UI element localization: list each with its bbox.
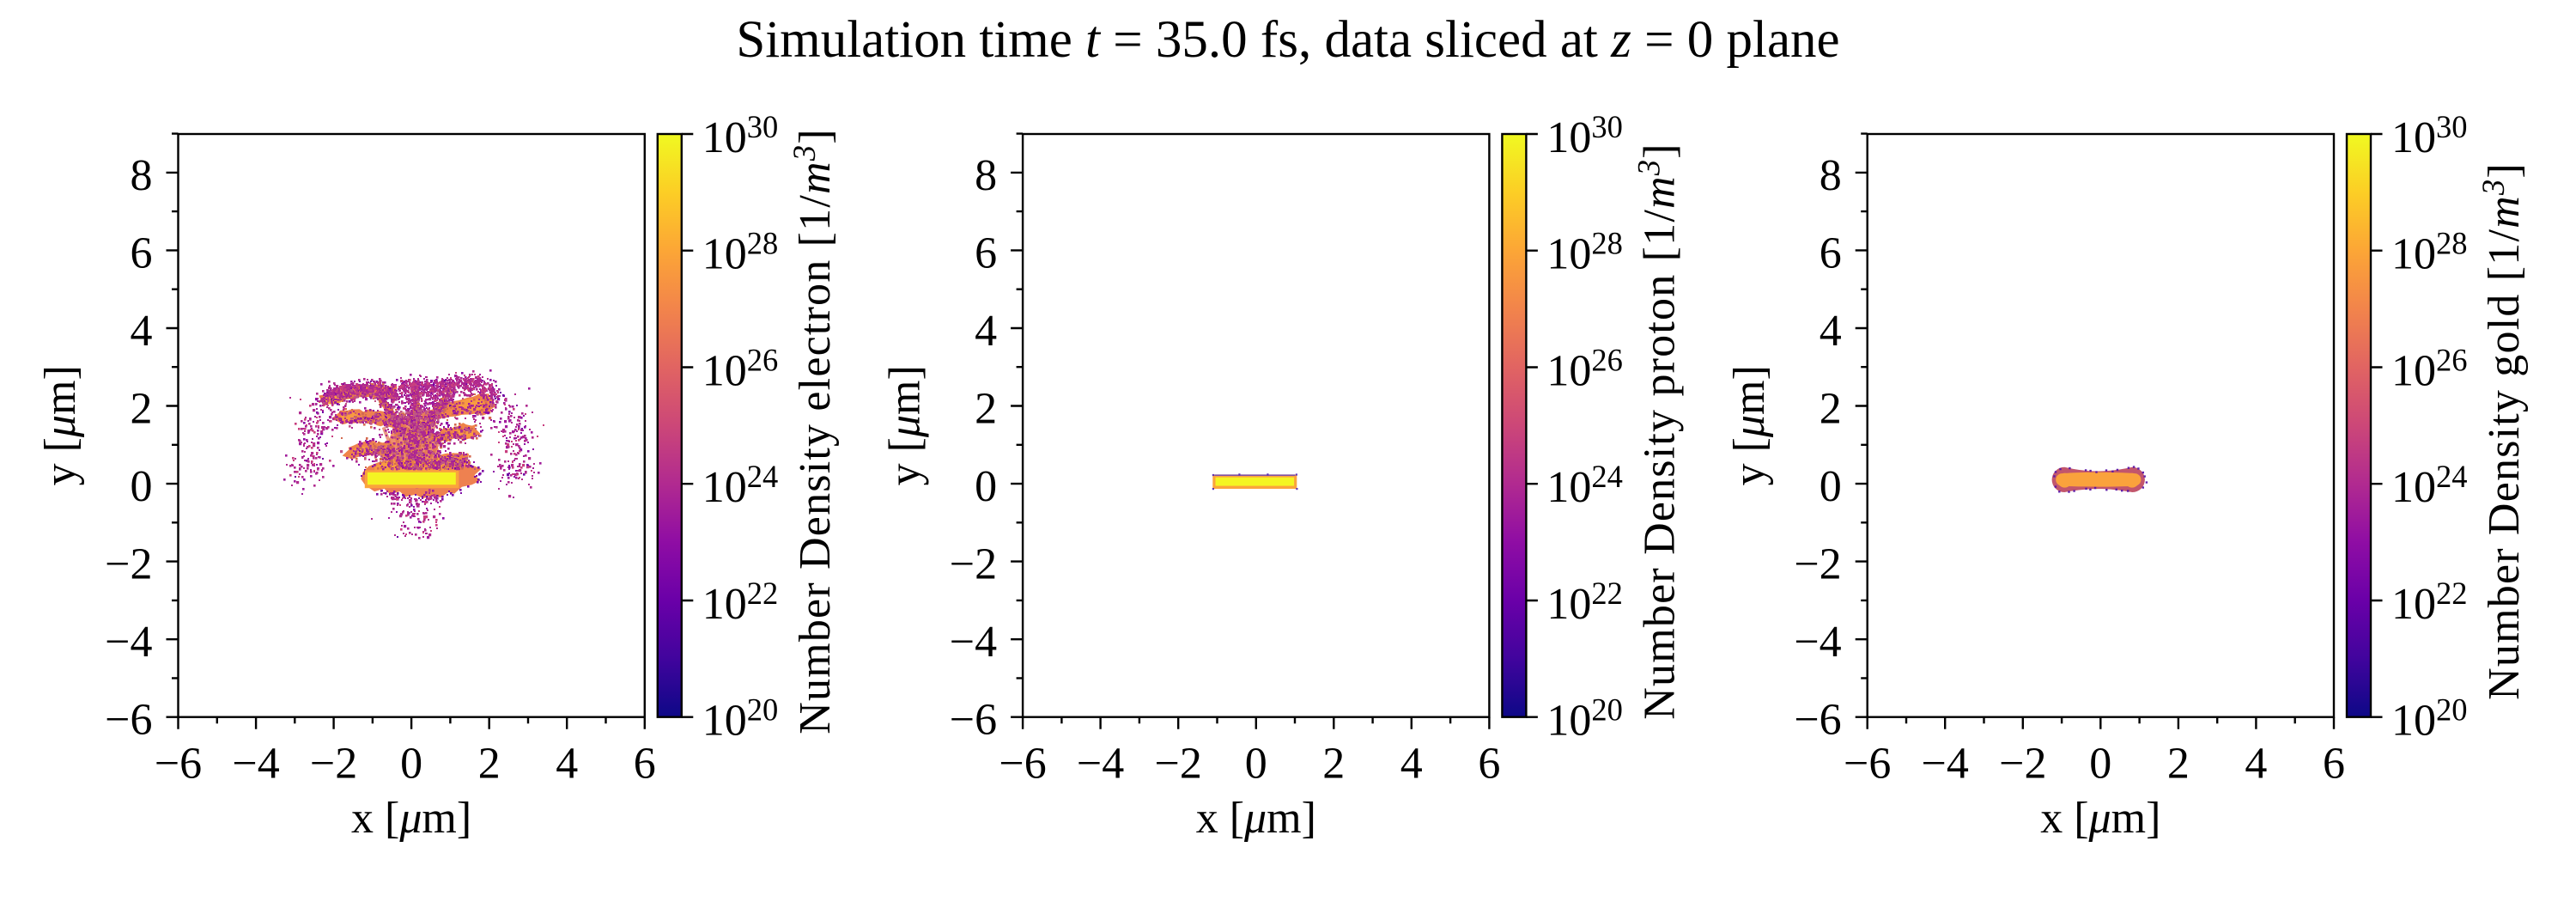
- svg-text:0: 0: [975, 462, 997, 511]
- svg-text:0: 0: [1245, 740, 1267, 789]
- svg-text:x [μm]: x [μm]: [2040, 794, 2160, 843]
- svg-text:4: 4: [131, 307, 153, 356]
- svg-text:−4: −4: [232, 740, 279, 789]
- svg-text:2: 2: [1820, 385, 1842, 434]
- svg-text:0: 0: [1820, 462, 1842, 511]
- svg-text:2: 2: [131, 385, 153, 434]
- svg-text:−6: −6: [105, 696, 152, 745]
- svg-text:1022: 1022: [2391, 576, 2468, 629]
- svg-text:1020: 1020: [1546, 692, 1623, 746]
- svg-text:Simulation time t = 35.0 fs, d: Simulation time t = 35.0 fs, data sliced…: [736, 11, 1839, 69]
- svg-text:4: 4: [1400, 740, 1423, 789]
- svg-text:4: 4: [2245, 740, 2267, 789]
- svg-text:1030: 1030: [702, 109, 779, 162]
- svg-text:8: 8: [1820, 151, 1842, 200]
- svg-text:1024: 1024: [1546, 459, 1623, 512]
- svg-text:6: 6: [131, 229, 153, 277]
- svg-text:Number Density proton [1/m3]: Number Density proton [1/m3]: [1631, 143, 1684, 719]
- svg-text:−2: −2: [950, 540, 997, 589]
- svg-text:2: 2: [478, 740, 501, 789]
- svg-text:−6: −6: [950, 696, 997, 745]
- svg-text:−6: −6: [155, 740, 202, 789]
- svg-text:−2: −2: [105, 540, 152, 589]
- svg-text:−6: −6: [1794, 696, 1841, 745]
- svg-text:8: 8: [131, 151, 153, 200]
- svg-text:1024: 1024: [2391, 459, 2468, 512]
- svg-text:y [μm]: y [μm]: [1725, 365, 1774, 485]
- svg-text:−4: −4: [1794, 618, 1841, 667]
- svg-text:−2: −2: [1794, 540, 1841, 589]
- svg-text:−2: −2: [310, 740, 357, 789]
- svg-text:2: 2: [975, 385, 997, 434]
- svg-text:−4: −4: [1922, 740, 1969, 789]
- svg-text:y [μm]: y [μm]: [36, 365, 85, 485]
- svg-text:Number Density electron [1/m3]: Number Density electron [1/m3]: [787, 128, 840, 734]
- svg-text:−4: −4: [1077, 740, 1124, 789]
- svg-text:4: 4: [1820, 307, 1842, 356]
- svg-text:4: 4: [975, 307, 997, 356]
- svg-text:−2: −2: [1999, 740, 2046, 789]
- svg-text:−6: −6: [999, 740, 1046, 789]
- svg-text:8: 8: [975, 151, 997, 200]
- svg-text:6: 6: [2323, 740, 2345, 789]
- svg-text:x [μm]: x [μm]: [351, 794, 471, 843]
- svg-text:y [μm]: y [μm]: [881, 365, 930, 485]
- svg-text:−4: −4: [950, 618, 997, 667]
- svg-text:−6: −6: [1844, 740, 1891, 789]
- svg-text:0: 0: [131, 462, 153, 511]
- svg-text:2: 2: [1322, 740, 1345, 789]
- svg-text:Number Density gold [1/m3]: Number Density gold [1/m3]: [2476, 162, 2529, 700]
- svg-text:6: 6: [975, 229, 997, 277]
- svg-text:2: 2: [2167, 740, 2190, 789]
- svg-text:−4: −4: [105, 618, 152, 667]
- svg-text:x [μm]: x [μm]: [1196, 794, 1316, 843]
- svg-text:0: 0: [2089, 740, 2111, 789]
- svg-text:6: 6: [634, 740, 656, 789]
- svg-text:4: 4: [556, 740, 578, 789]
- svg-text:−2: −2: [1155, 740, 1202, 789]
- svg-text:0: 0: [400, 740, 422, 789]
- svg-text:1026: 1026: [702, 343, 779, 396]
- svg-text:6: 6: [1820, 229, 1842, 277]
- svg-text:6: 6: [1478, 740, 1500, 789]
- svg-text:1022: 1022: [702, 576, 779, 629]
